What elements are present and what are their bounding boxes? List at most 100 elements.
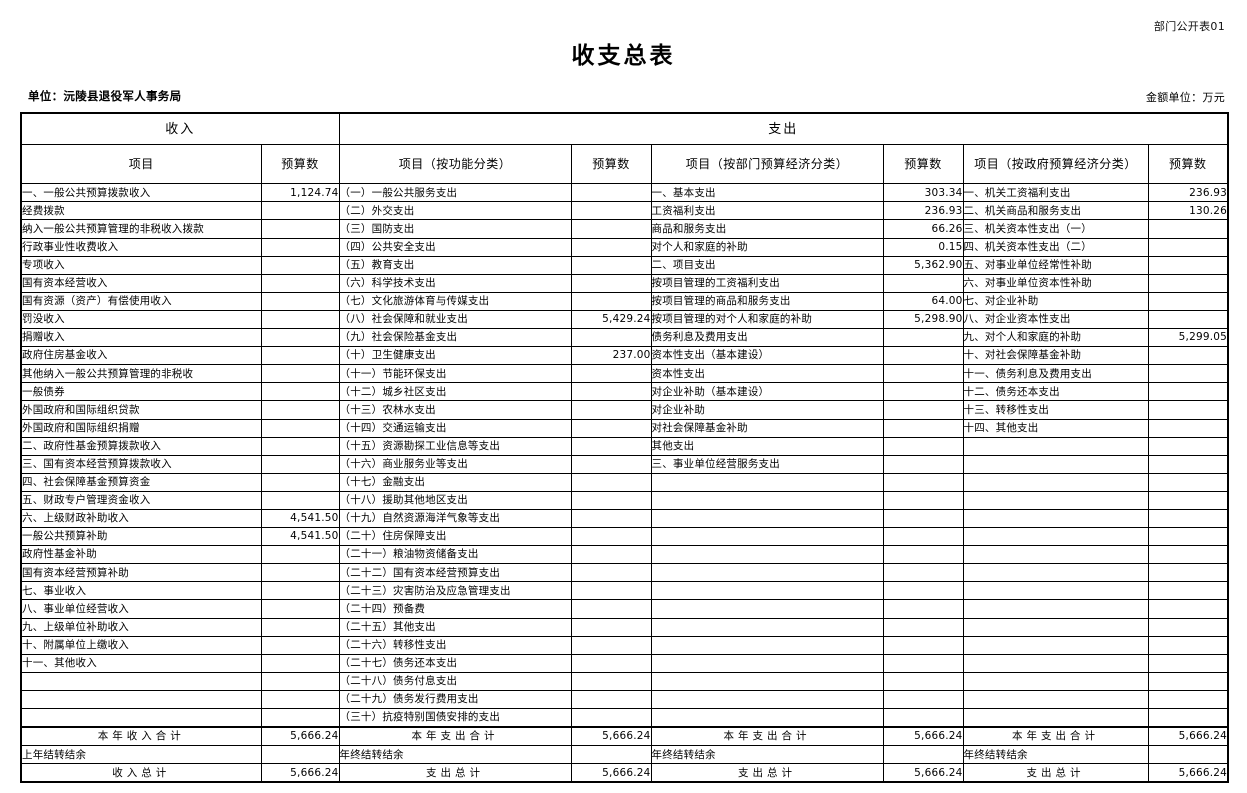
gov-economic-budget [1147,527,1229,547]
table-row: 外国政府和国际组织捐赠 （十四）交通运输支出 对社会保障基金补助 十四、其他支出 [20,418,1229,438]
functional-budget [570,617,652,637]
dept-economic-budget [882,508,964,529]
dept-economic-summary-value: 5,666.24 [882,726,964,747]
income-summary-value [260,745,340,765]
table-row: 国有资本经营预算补助 （二十二）国有资本经营预算支出 [20,563,1229,583]
gov-economic-summary-value [1147,745,1229,765]
functional-item: （十二）城乡社区支出 [338,382,572,402]
functional-item: （八）社会保障和就业支出 [338,309,572,330]
dept-economic-budget [882,328,964,348]
dept-economic-budget [882,400,964,420]
gov-economic-item [962,653,1149,673]
functional-budget [570,291,652,311]
dept-economic-budget: 66.26 [882,219,964,239]
table-row: 国有资本经营收入 （六）科学技术支出 按项目管理的工资福利支出 六、对事业单位资本性补… [20,273,1229,293]
dept-economic-budget [882,617,964,637]
functional-item: （二十七）债务还本支出 [338,653,572,673]
functional-budget [570,490,652,510]
gov-economic-budget: 130.26 [1147,201,1229,221]
functional-summary-label: 支出总计 [338,763,572,783]
table-row: 捐赠收入 （九）社会保险基金支出 债务利息及费用支出 九、对个人和家庭的补助 5,299… [20,328,1229,348]
functional-budget [570,708,652,728]
income-item: 七、事业收入 [20,581,262,601]
dept-economic-item [650,472,884,492]
page-title: 收支总表 [571,43,676,69]
dept-economic-item [650,671,884,691]
income-item: 国有资本经营收入 [20,273,262,293]
meta-row: 单位：沅陵县退役军人事务局 金额单位：万元 [20,88,1227,110]
table-head: 收入 支出 项目 预算数 项目（按功能分类） 预算数 项目（按部门预算经济分类）… [20,112,1229,185]
table-row: （三十）抗疫特别国债安排的支出 [20,708,1229,728]
income-budget [260,309,340,330]
functional-budget [570,671,652,691]
income-item: 四、社会保障基金预算资金 [20,472,262,492]
gov-economic-item [962,689,1149,710]
dept-economic-budget [882,346,964,366]
functional-item: （二十二）国有资本经营预算支出 [338,563,572,583]
dept-economic-budget: 303.34 [882,183,964,203]
functional-item: （十八）援助其他地区支出 [338,490,572,510]
dept-economic-item [650,490,884,510]
dept-economic-budget [882,563,964,583]
gov-economic-summary-label: 支出总计 [962,763,1149,783]
dept-economic-item: 对社会保障基金补助 [650,418,884,438]
gov-economic-item [962,599,1149,619]
gov-economic-budget [1147,436,1229,456]
gov-economic-item: 四、机关资本性支出（二） [962,237,1149,257]
gov-economic-budget [1147,472,1229,492]
dept-economic-item [650,635,884,655]
gov-economic-summary-label: 年终结转结余 [962,745,1149,765]
dept-economic-budget [882,599,964,619]
functional-budget [570,454,652,474]
gov-economic-budget [1147,291,1229,311]
income-budget [260,273,340,293]
dept-economic-budget [882,653,964,673]
table-row: 九、上级单位补助收入 （二十五）其他支出 [20,617,1229,637]
income-budget [260,599,340,619]
gov-economic-budget [1147,346,1229,366]
dept-economic-budget [882,472,964,492]
functional-budget [570,255,652,275]
table-row: 七、事业收入 （二十三）灾害防治及应急管理支出 [20,581,1229,601]
functional-budget [570,400,652,420]
gov-economic-item: 二、机关商品和服务支出 [962,201,1149,221]
table-row: 一、一般公共预算拨款收入 1,124.74 （一）一般公共服务支出 一、基本支出 303… [20,183,1229,203]
dept-economic-item: 按项目管理的对个人和家庭的补助 [650,309,884,330]
dept-economic-item: 对企业补助（基本建设） [650,382,884,402]
income-item: 罚没收入 [20,309,262,330]
income-summary-label: 上年结转结余 [20,745,262,765]
dept-economic-summary-value: 5,666.24 [882,763,964,783]
income-summary-value: 5,666.24 [260,763,340,783]
gov-economic-item: 一、机关工资福利支出 [962,183,1149,203]
functional-budget [570,527,652,547]
dept-economic-item [650,581,884,601]
dept-economic-item: 工资福利支出 [650,201,884,221]
gov-economic-budget [1147,273,1229,293]
functional-item: （二十四）预备费 [338,599,572,619]
income-budget [260,689,340,710]
form-code-label: 部门公开表01 [1153,20,1225,33]
dept-economic-budget [882,364,964,384]
income-item: 外国政府和国际组织贷款 [20,400,262,420]
gov-economic-item: 五、对事业单位经常性补助 [962,255,1149,275]
table-row: （二十八）债务付息支出 [20,671,1229,691]
gov-economic-item: 八、对企业资本性支出 [962,309,1149,330]
income-budget [260,291,340,311]
functional-budget [570,508,652,529]
income-budget [260,346,340,366]
gov-economic-summary-value: 5,666.24 [1147,726,1229,747]
table-row: （二十九）债务发行费用支出 [20,689,1229,710]
col-header-functional-item: 项目（按功能分类） [338,144,572,185]
dept-economic-budget [882,454,964,474]
income-item: 政府住房基金收入 [20,346,262,366]
income-item: 十一、其他收入 [20,653,262,673]
income-budget [260,237,340,257]
gov-economic-item: 七、对企业补助 [962,291,1149,311]
functional-budget [570,219,652,239]
functional-budget [570,201,652,221]
table-row: 一般债券 （十二）城乡社区支出 对企业补助（基本建设） 十二、债务还本支出 [20,382,1229,402]
income-item: 经费拨款 [20,201,262,221]
income-item: 外国政府和国际组织捐赠 [20,418,262,438]
functional-item: （十一）节能环保支出 [338,364,572,384]
